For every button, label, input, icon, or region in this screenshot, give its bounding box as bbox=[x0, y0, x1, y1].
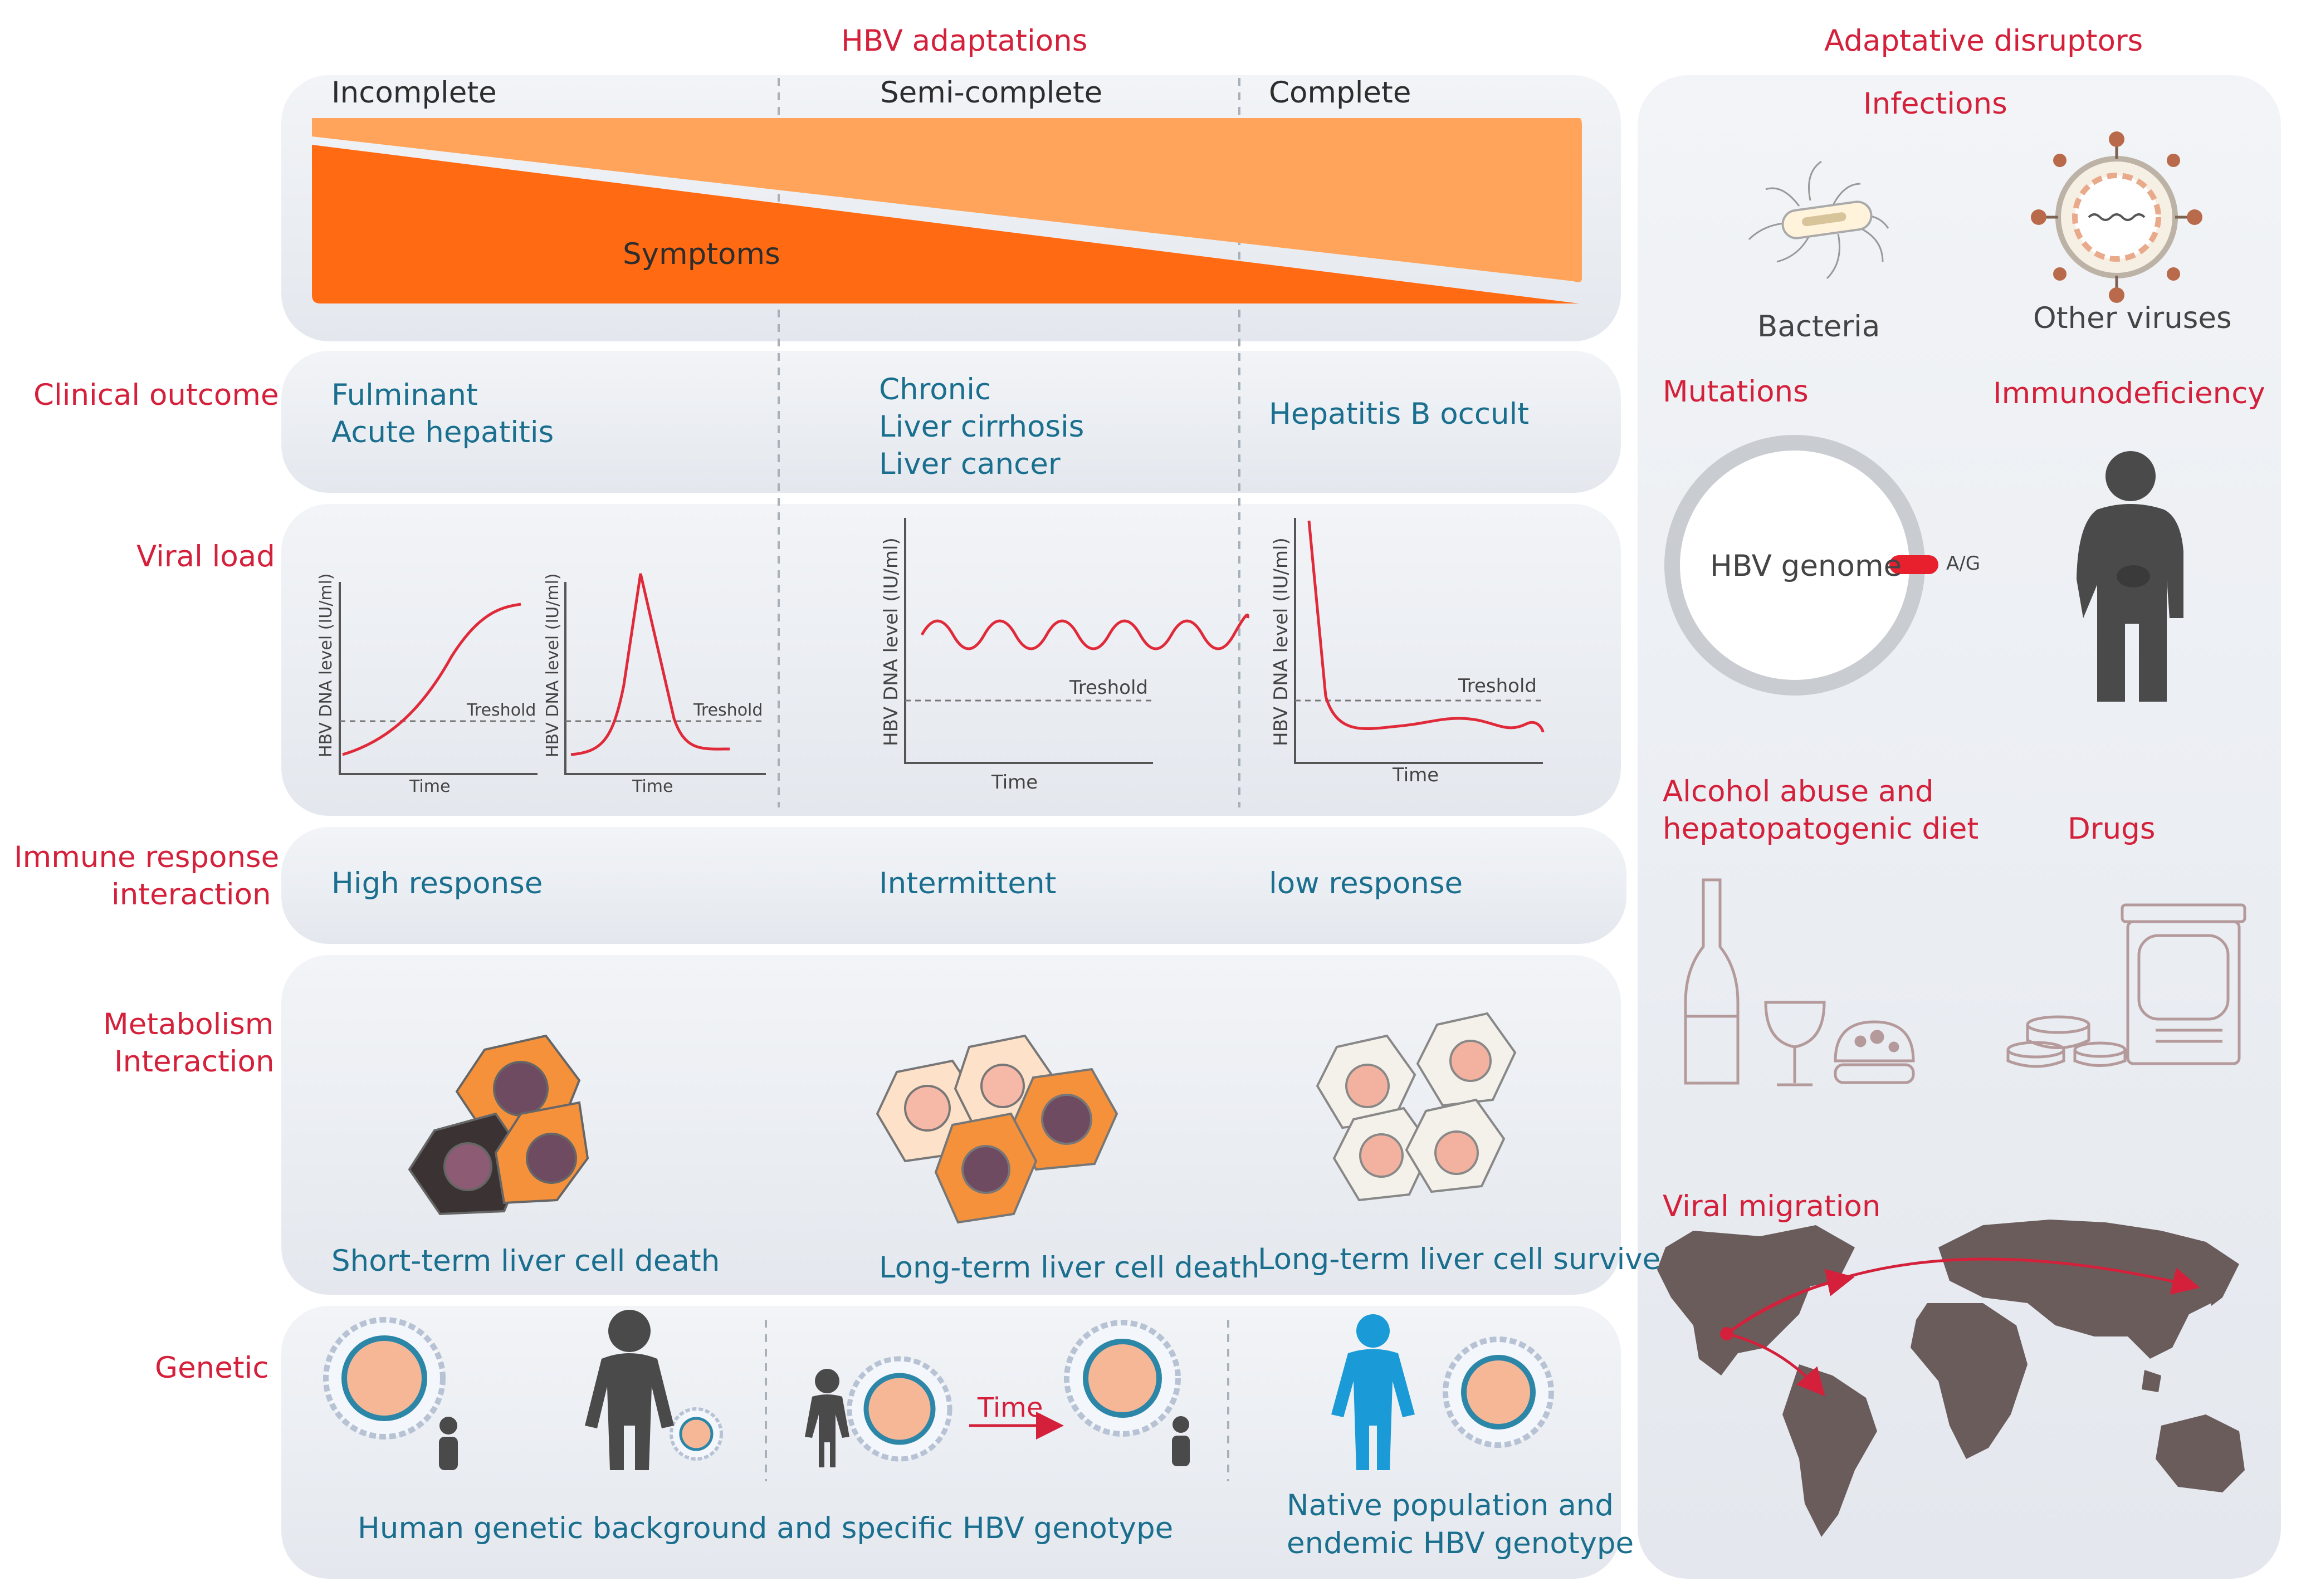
immune-intermittent: Intermittent bbox=[879, 866, 1057, 900]
viral-load-chart-3 bbox=[904, 518, 1249, 764]
virus-icon bbox=[670, 1407, 723, 1461]
person-icon bbox=[805, 1369, 849, 1467]
migration-arrows bbox=[1720, 1257, 2200, 1397]
disruptor-infections: Infections bbox=[1863, 87, 2007, 121]
mutation-site-marker bbox=[1889, 555, 1938, 574]
liver-cells-complete bbox=[1316, 1012, 1517, 1202]
person-icon bbox=[1172, 1416, 1190, 1466]
person-icon bbox=[439, 1417, 458, 1470]
genetic-time-label: Time bbox=[978, 1392, 1043, 1423]
disruptor-alcohol-2: hepatopatogenic diet bbox=[1663, 812, 1979, 846]
disruptor-other-viruses: Other viruses bbox=[2033, 301, 2232, 335]
virus-icon bbox=[2031, 131, 2202, 303]
disruptor-alcohol-1: Alcohol abuse and bbox=[1663, 775, 1934, 809]
outcome-liver-cirrhosis: Liver cirrhosis bbox=[879, 410, 1084, 444]
virus-icon bbox=[1064, 1320, 1181, 1437]
person-icon bbox=[2077, 451, 2183, 702]
symptoms-dark-wedge bbox=[312, 145, 1579, 303]
outcome-hepatitis-b-occult: Hepatitis B occult bbox=[1269, 397, 1530, 431]
chart-4-x-label: Time bbox=[1393, 764, 1439, 786]
chart-2-x-label: Time bbox=[632, 777, 673, 796]
liver-cells-incomplete bbox=[408, 1034, 589, 1216]
symptoms-light-wedge bbox=[312, 118, 1582, 282]
chart-3-threshold: Treshold bbox=[1069, 677, 1149, 699]
person-icon bbox=[1331, 1314, 1415, 1470]
level-incomplete: Incomplete bbox=[331, 76, 497, 110]
symptoms-label: Symptoms bbox=[623, 237, 780, 271]
wine-bottle-icon bbox=[1684, 878, 1740, 1085]
outcome-fulminant: Fulminant bbox=[331, 378, 478, 412]
adaptative-disruptors-title: Adaptative disruptors bbox=[1824, 24, 2143, 58]
row-label-metabolism-1: Metabolism bbox=[103, 1007, 274, 1041]
metabolism-long-term-death: Long-term liver cell death bbox=[879, 1251, 1260, 1285]
liver-cell-icon bbox=[408, 1034, 589, 1216]
immune-high-response: High response bbox=[331, 866, 543, 900]
disruptor-immunodeficiency: Immunodeficiency bbox=[1993, 376, 2265, 410]
level-complete: Complete bbox=[1269, 76, 1411, 110]
disruptor-bacteria: Bacteria bbox=[1757, 310, 1880, 344]
genetic-caption-right-2: endemic HBV genotype bbox=[1287, 1526, 1634, 1560]
burger-icon bbox=[1834, 1020, 1915, 1084]
viral-load-panel bbox=[281, 504, 1621, 816]
outcome-chronic: Chronic bbox=[879, 373, 991, 407]
row-label-genetic: Genetic bbox=[155, 1351, 269, 1385]
genetic-icons bbox=[323, 1310, 1554, 1470]
row-label-metabolism-2: Interaction bbox=[114, 1045, 275, 1079]
immune-low-response: low response bbox=[1269, 866, 1463, 900]
metabolism-long-term-survive: Long-term liver cell survive bbox=[1258, 1242, 1661, 1276]
hbv-genome-label: HBV genome bbox=[1710, 549, 1902, 583]
genetic-caption-left: Human genetic background and specific HB… bbox=[358, 1511, 1174, 1545]
chart-4-threshold: Treshold bbox=[1458, 675, 1537, 697]
world-map-icon bbox=[1657, 1220, 2245, 1537]
person-icon bbox=[585, 1310, 674, 1470]
virus-icon bbox=[1443, 1336, 1554, 1448]
virus-icon bbox=[847, 1356, 952, 1462]
hbv-genome-icon bbox=[1664, 435, 1938, 696]
level-semi-complete: Semi-complete bbox=[880, 76, 1103, 110]
disruptor-mutations: Mutations bbox=[1663, 375, 1809, 409]
genetic-caption-right-1: Native population and bbox=[1287, 1489, 1614, 1522]
immune-panel bbox=[281, 827, 1626, 944]
viral-load-chart-2 bbox=[564, 573, 766, 775]
row-label-viral-load: Viral load bbox=[136, 540, 275, 574]
chart-3-x-label: Time bbox=[991, 771, 1038, 794]
hbv-adaptations-title: HBV adaptations bbox=[841, 24, 1088, 58]
chart-4-y-label: HBV DNA level (IU/ml) bbox=[1270, 537, 1292, 746]
chart-1-threshold: Treshold bbox=[467, 701, 536, 720]
chart-3-y-label: HBV DNA level (IU/ml) bbox=[880, 537, 902, 746]
outcome-acute-hepatitis: Acute hepatitis bbox=[331, 415, 554, 449]
outcome-liver-cancer: Liver cancer bbox=[879, 447, 1061, 481]
virus-icon bbox=[323, 1317, 446, 1440]
metabolism-short-term-death: Short-term liver cell death bbox=[331, 1244, 720, 1278]
viral-load-chart-1 bbox=[339, 582, 538, 775]
row-label-clinical-outcome: Clinical outcome bbox=[33, 378, 279, 412]
mutation-site-label: A/G bbox=[1946, 552, 1981, 575]
clinical-outcome-panel bbox=[281, 351, 1621, 493]
row-label-immune-1: Immune response bbox=[14, 840, 280, 874]
chart-1-x-label: Time bbox=[409, 777, 451, 796]
chart-2-y-label: HBV DNA level (IU/ml) bbox=[543, 573, 563, 757]
row-label-immune-2: interaction bbox=[111, 878, 271, 912]
viral-load-chart-4 bbox=[1294, 518, 1545, 764]
bacteria-icon bbox=[1748, 160, 1889, 280]
disruptor-drugs: Drugs bbox=[2068, 812, 2156, 846]
liver-cells-semi bbox=[876, 1034, 1118, 1224]
wine-glass-icon bbox=[1764, 1001, 1826, 1086]
pill-icon bbox=[2006, 903, 2246, 1068]
disruptor-viral-migration: Viral migration bbox=[1663, 1189, 1881, 1223]
chart-2-threshold: Treshold bbox=[693, 701, 763, 720]
chart-1-y-label: HBV DNA level (IU/ml) bbox=[316, 573, 336, 757]
